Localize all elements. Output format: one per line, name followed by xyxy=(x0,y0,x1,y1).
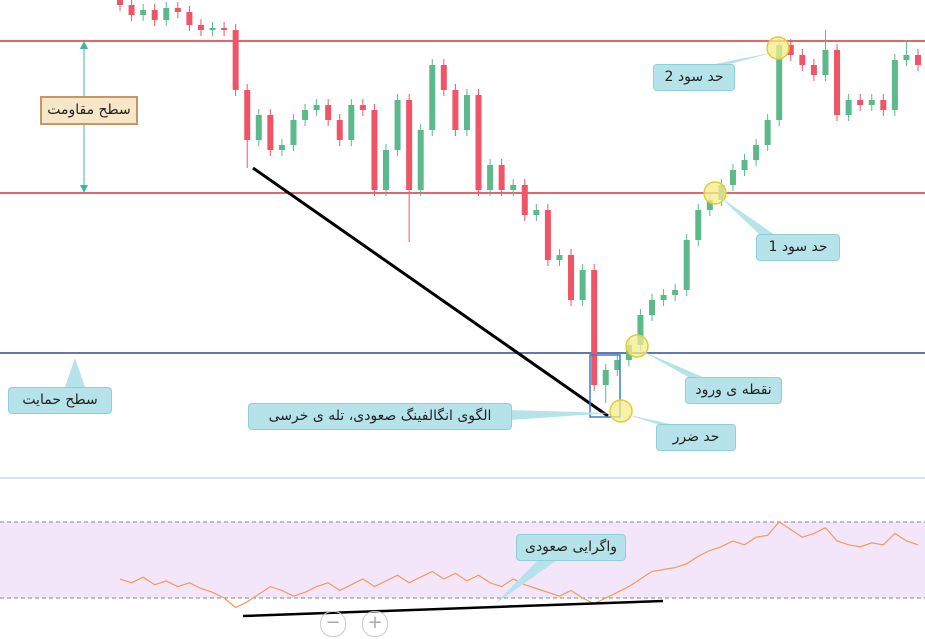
candle-body xyxy=(822,50,829,75)
candle-body xyxy=(117,0,123,5)
candle-body xyxy=(903,55,910,60)
zoom-out-button[interactable]: − xyxy=(320,611,346,637)
candle-body xyxy=(753,145,760,160)
candle-body xyxy=(475,95,482,190)
candle-body xyxy=(163,8,170,20)
candle-body xyxy=(683,240,690,290)
candle-body xyxy=(672,290,679,295)
candle-body xyxy=(568,255,575,300)
support-label: سطح حمایت xyxy=(8,387,112,414)
candle-body xyxy=(174,8,181,12)
pointer xyxy=(720,197,775,235)
divergence-line xyxy=(242,599,664,618)
candle-body xyxy=(544,210,551,260)
candle-body xyxy=(140,10,147,15)
candle-body xyxy=(799,55,806,65)
candle-body xyxy=(209,28,216,30)
candle-body xyxy=(602,370,609,385)
candle-body xyxy=(371,110,378,190)
candle-body xyxy=(579,270,586,300)
arrow-head xyxy=(80,185,88,193)
candle-body xyxy=(452,90,459,130)
candle-body xyxy=(359,105,366,110)
divergence-label: واگرایی صعودی xyxy=(516,534,626,561)
entry-label: نقطه ی ورود xyxy=(685,377,782,404)
candle-body xyxy=(302,110,309,120)
pattern-box xyxy=(589,354,621,418)
candle-body xyxy=(498,165,505,190)
candle-body xyxy=(787,45,794,55)
pointer xyxy=(640,350,705,378)
highlight xyxy=(609,399,633,423)
pointer xyxy=(65,358,85,387)
candle-body xyxy=(729,170,736,185)
highlight xyxy=(625,334,649,358)
candle-body xyxy=(637,315,644,345)
candle-body xyxy=(313,105,320,110)
candle-body xyxy=(290,120,297,145)
candle-body xyxy=(394,100,401,150)
candle-body xyxy=(348,105,355,140)
candle-body xyxy=(845,100,852,115)
candle-body xyxy=(406,100,413,190)
trend-line xyxy=(252,166,609,418)
rsi-band xyxy=(0,522,925,598)
highlight xyxy=(703,181,727,205)
candle-body xyxy=(221,28,228,30)
target1-label: حد سود 1 xyxy=(756,234,840,261)
candle-body xyxy=(649,300,655,315)
candle-body xyxy=(440,65,447,90)
pointer xyxy=(625,414,675,425)
candle-body xyxy=(128,5,135,15)
candle-body xyxy=(706,200,713,210)
candle-body xyxy=(383,150,389,190)
candle-body xyxy=(915,55,921,65)
candle-body xyxy=(232,30,239,90)
candle-body xyxy=(255,115,262,140)
candle-body xyxy=(891,60,898,110)
resistance-label: سطح مقاومت xyxy=(40,96,138,125)
candle-body xyxy=(336,120,343,140)
candle-body xyxy=(857,100,864,105)
candle-body xyxy=(417,130,424,190)
pointer xyxy=(715,52,775,64)
pointer xyxy=(495,558,560,604)
candle-body xyxy=(510,185,517,190)
zoom-in-button[interactable]: + xyxy=(362,611,388,637)
candle-body xyxy=(695,210,702,240)
candle-body xyxy=(556,255,563,260)
target2-label: حد سود 2 xyxy=(653,64,735,91)
candle-body xyxy=(764,120,771,145)
candle-body xyxy=(325,105,332,120)
candle-body xyxy=(776,45,783,120)
candle-body xyxy=(880,100,887,110)
candle-body xyxy=(186,12,193,25)
candle-body xyxy=(197,25,204,30)
candle-body xyxy=(244,90,251,140)
candle-body xyxy=(810,65,817,75)
candle-body xyxy=(868,100,875,105)
highlight xyxy=(766,36,790,60)
pointer xyxy=(510,410,612,420)
candle-body xyxy=(278,145,285,150)
candle-body xyxy=(591,270,598,385)
candle-body xyxy=(521,185,528,215)
candle-body xyxy=(429,65,436,130)
pattern-label: الگوی انگالفینگ صعودی، تله ی خرسی xyxy=(248,403,512,430)
candle-body xyxy=(151,10,158,20)
stop-label: حد ضرر xyxy=(656,424,736,451)
candle-body xyxy=(463,95,470,130)
candle-body xyxy=(267,115,274,150)
candle-body xyxy=(487,165,494,190)
candle-body xyxy=(741,160,748,170)
candle-body xyxy=(660,295,667,300)
candle-body xyxy=(533,210,540,215)
arrow-head xyxy=(80,41,88,49)
candle-body xyxy=(834,50,841,115)
candle-body xyxy=(614,360,621,370)
